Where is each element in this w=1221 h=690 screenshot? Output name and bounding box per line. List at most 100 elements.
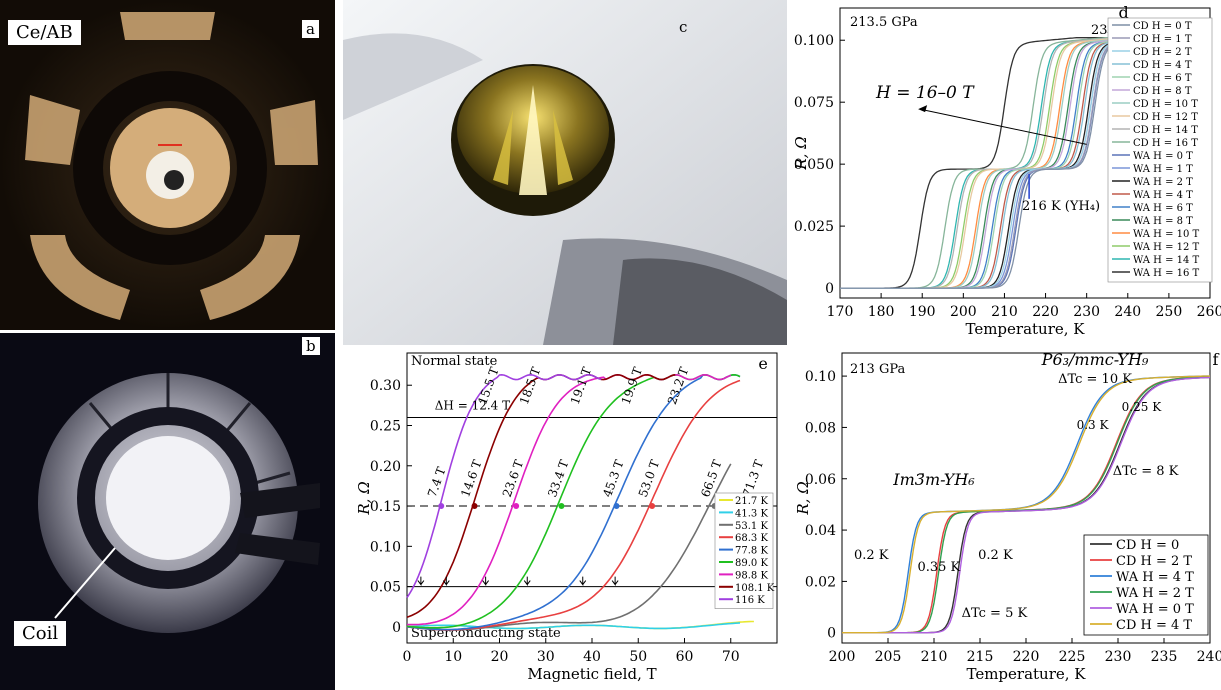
legend-item-3: WA H = 2 T: [1116, 586, 1194, 601]
photo-panel-c: c: [343, 0, 787, 345]
legend-item-2: WA H = 4 T: [1116, 570, 1194, 585]
legend-item-7: 108.1 K: [735, 583, 775, 594]
width-label-e: 0.25 K: [1122, 400, 1163, 414]
chart-f: 200 205 210 215 220 225 230 235 240 0 0.02 0.04 0.06…: [790, 345, 1221, 690]
y-axis-label: R, Ω: [792, 136, 810, 170]
midpoint-label-4: 45.3 T: [600, 458, 626, 499]
series-line-1: [406, 622, 741, 630]
onset-arrow-1: [442, 576, 450, 587]
onset-arrow-5: [611, 576, 619, 587]
x-tick-label-3: 215: [967, 649, 994, 665]
x-axis-label: Temperature, K: [965, 320, 1085, 338]
onset-arrow-4: [579, 576, 587, 587]
x-tick-label-2: 210: [921, 649, 948, 665]
x-tick-label-6: 230: [1105, 649, 1132, 665]
series-line-6: [407, 373, 732, 626]
y-tick-label-2: 0.050: [794, 157, 834, 173]
panel-b-tag: Coil: [14, 621, 67, 646]
x-tick-label-0: 170: [827, 304, 854, 320]
x-tick-label-8: 250: [1156, 304, 1183, 320]
legend-item-1: CD H = 1 T: [1133, 34, 1192, 45]
field-arrowhead: [918, 105, 928, 113]
series-line-2: [406, 463, 732, 631]
field-arrow: [922, 109, 1087, 145]
photo-c-drawing: [343, 0, 787, 345]
midpoint-label-3: 33.4 T: [545, 458, 571, 499]
chart-f-letter: f: [1213, 350, 1220, 369]
photo-panel-b: Coil b: [0, 333, 335, 690]
legend-box: [1107, 17, 1213, 283]
midpoint-marker-0: [438, 503, 445, 510]
legend-item-15: WA H = 8 T: [1133, 216, 1193, 227]
chart-d-svg: 170 180 190 200 210 220 230 240 250 260 0 0.025 0.05…: [792, 3, 1221, 338]
y-axis-label: R, Ω: [355, 481, 373, 515]
legend-item-1: 41.3 K: [735, 508, 768, 519]
y-tick-label-4: 0.100: [794, 33, 834, 49]
y-tick-label-3: 0.075: [794, 95, 834, 111]
y-tick-label-0: 0: [827, 626, 836, 642]
x-tick-label-6: 60: [676, 649, 694, 665]
x-tick-label-0: 0: [403, 649, 412, 665]
panel-b-letter: b: [302, 337, 320, 355]
x-tick-label-5: 225: [1059, 649, 1086, 665]
series-line-5: [842, 375, 1210, 634]
phase-yh6-label: Im3̄m-YH₆: [892, 470, 975, 489]
x-tick-label-4: 210: [991, 304, 1018, 320]
width-label-4: 19.9 T: [619, 365, 645, 406]
photo-b-drawing: [38, 373, 320, 633]
x-tick-label-7: 70: [722, 649, 740, 665]
x-tick-label-6: 230: [1073, 304, 1100, 320]
y-axis-label: R, Ω: [794, 481, 812, 515]
width-label-3: 19.1 T: [568, 365, 594, 406]
y-tick-label-2: 0.10: [370, 539, 401, 555]
chart-e-svg: 0 10 20 30 40 50 60 70 0 0.05 0.10 0.15 0.20 0.25 0.30…: [355, 352, 778, 683]
y-tick-label-0: 0: [825, 281, 834, 297]
chart-e-letter: e: [758, 354, 767, 373]
legend-item-11: WA H = 1 T: [1133, 164, 1193, 175]
coil-pointer: [54, 547, 116, 619]
x-axis-label: Temperature, K: [966, 665, 1086, 683]
legend-item-5: CD H = 8 T: [1133, 86, 1192, 97]
x-tick-label-0: 200: [829, 649, 856, 665]
legend-item-2: 53.1 K: [735, 521, 768, 532]
yh4-label: 216 K (YH₄): [1022, 199, 1100, 214]
legend-item-5: 89.0 K: [735, 558, 768, 569]
legend-box: [1083, 534, 1209, 636]
onset-arrow-0: [417, 576, 425, 587]
legend-item-6: CD H = 10 T: [1133, 99, 1198, 110]
normal-state-label: Normal state: [411, 354, 498, 369]
y-tick-label-1: 0.05: [370, 580, 401, 596]
series-line-5: [406, 373, 741, 629]
chart-f-svg: 200 205 210 215 220 225 230 235 240 0 0.02 0.04 0.06…: [794, 350, 1221, 683]
x-tick-label-1: 205: [875, 649, 902, 665]
y-tick-label-3: 0.06: [805, 472, 836, 488]
y-tick-label-1: 0.025: [794, 219, 834, 235]
y-tick-label-3: 0.15: [370, 499, 401, 515]
x-tick-label-2: 190: [909, 304, 936, 320]
legend-item-1: CD H = 2 T: [1116, 554, 1192, 569]
legend-item-13: WA H = 4 T: [1133, 190, 1193, 201]
panel-a-tag: Ce/AB: [8, 20, 81, 45]
y-tick-label-6: 0.30: [370, 378, 401, 394]
series-line-4: [842, 376, 1210, 634]
y-tick-label-0: 0: [392, 620, 401, 636]
x-tick-label-1: 10: [444, 649, 462, 665]
x-tick-label-7: 240: [1114, 304, 1141, 320]
legend-item-5: CD H = 4 T: [1116, 618, 1192, 633]
x-tick-label-7: 235: [1151, 649, 1178, 665]
photo-panel-a: Ce/AB a: [0, 0, 335, 330]
legend-item-3: CD H = 4 T: [1133, 60, 1192, 71]
legend-item-3: 68.3 K: [735, 533, 768, 544]
x-tick-label-4: 40: [583, 649, 601, 665]
legend-item-8: 116 K: [735, 595, 765, 606]
y-tick-label-2: 0.04: [805, 523, 836, 539]
legend-item-8: CD H = 14 T: [1133, 125, 1198, 136]
legend-item-14: WA H = 6 T: [1133, 203, 1193, 214]
field-label: H = 16–0 T: [875, 83, 975, 103]
x-tick-label-1: 180: [868, 304, 895, 320]
delta-t5-label: ΔTc = 5 K: [962, 606, 1028, 621]
legend-item-17: WA H = 12 T: [1133, 242, 1200, 253]
legend-item-10: WA H = 0 T: [1133, 151, 1193, 162]
panel-a-letter: a: [302, 20, 319, 38]
pressure-label: 213 GPa: [850, 362, 905, 377]
